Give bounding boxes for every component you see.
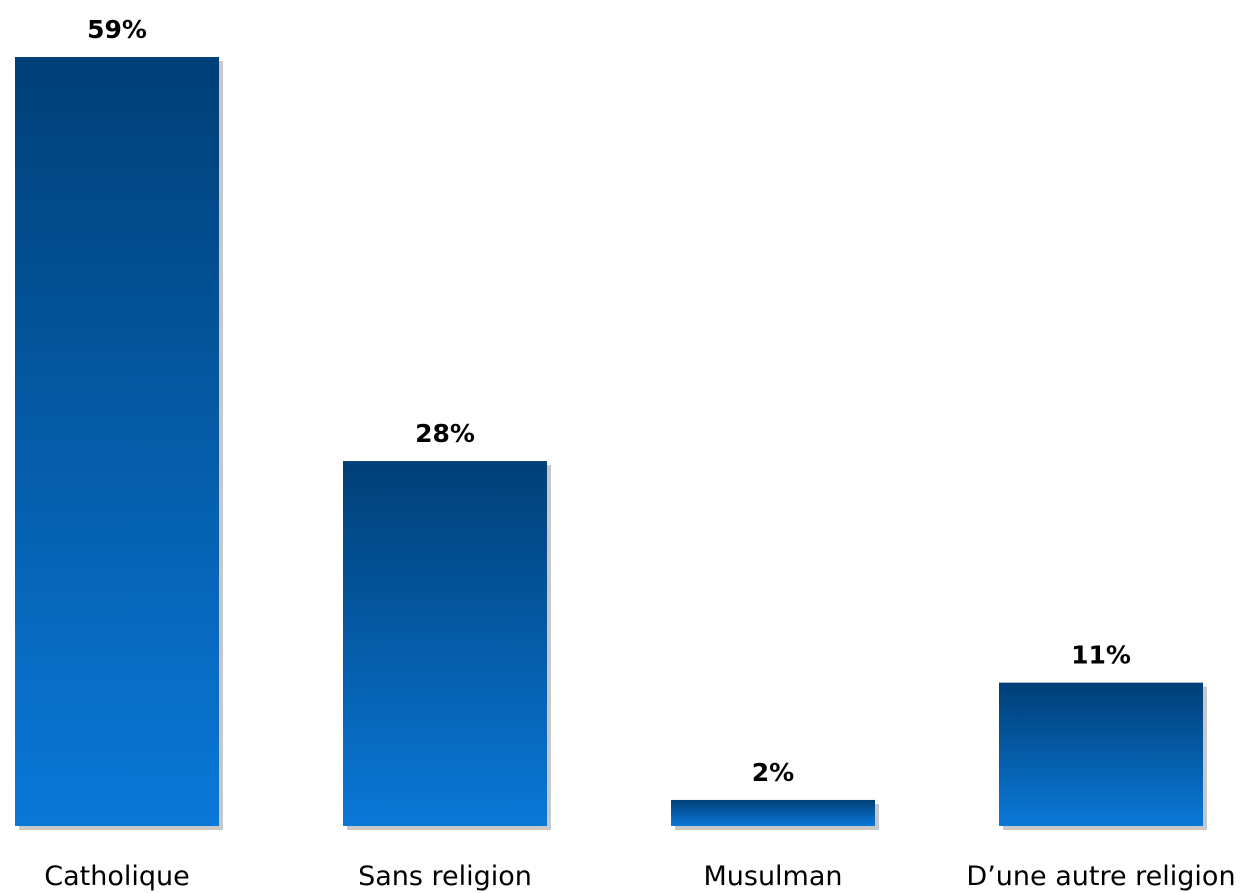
value-labels: 59% 28% 2% 11% (87, 15, 1131, 787)
value-label-sans-religion: 28% (415, 419, 475, 448)
bar-musulman (671, 799, 875, 826)
value-label-d-une-autre-religion: 11% (1071, 641, 1131, 670)
category-label-sans-religion: Sans religion (358, 861, 532, 892)
value-label-catholique: 59% (87, 15, 147, 44)
category-labels: Catholique Sans religion Musulman D’une aut… (44, 861, 1235, 892)
bars (15, 57, 1203, 826)
category-label-d-une-autre-religion: D’une autre religion (966, 861, 1235, 892)
category-label-catholique: Catholique (44, 861, 189, 892)
bar-sans-religion (343, 461, 547, 826)
bar-d-une-autre-religion (999, 682, 1203, 826)
value-label-musulman: 2% (752, 758, 794, 787)
bar-catholique (15, 57, 219, 826)
category-label-musulman: Musulman (703, 861, 842, 892)
